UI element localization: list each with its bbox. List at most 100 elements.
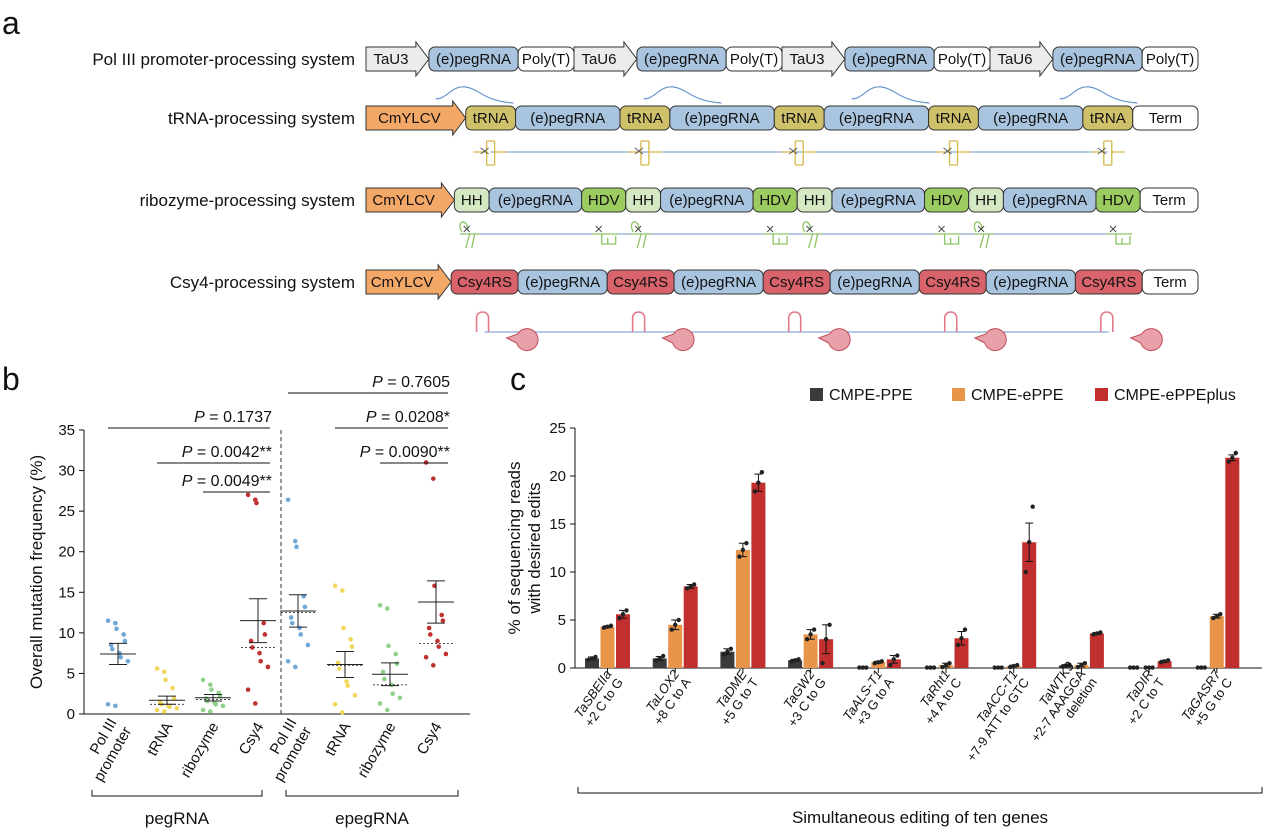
scissors-icon [1097,147,1107,155]
data-point [114,626,119,632]
replicate-point [685,586,690,591]
panel-letter-b: b [2,361,20,397]
data-point [208,709,213,714]
p-value-text: = 0.0208* [377,409,450,426]
bar [683,586,698,668]
category-label-line: tRNA [322,720,355,760]
y-tick-label: 20 [549,468,566,485]
segment-label: Csy4RS [769,274,824,291]
data-point [340,710,345,715]
category-label: ribozyme [354,720,399,781]
p-value-symbol: P [360,444,371,461]
legend-swatch [810,388,823,401]
pegrna-transcript-line [1059,86,1138,104]
segment-label: CmYLCV [378,110,441,127]
p-value-symbol: P [194,409,205,426]
system-label: Csy4-processing system [170,273,355,292]
segment-label: Poly(T) [938,51,986,68]
replicate-point [589,656,595,661]
replicate-point [823,637,829,642]
y-axis-title-line: with desired edits [525,482,544,614]
replicate-point [1082,661,1088,666]
data-point [254,500,259,506]
replicate-point [962,627,968,632]
replicate-point [1233,450,1239,456]
term-segment [1141,269,1199,295]
segment-label: HH [632,192,654,209]
segment-label: TaU3 [373,51,408,68]
panel-c-edited-reads-chart: 0 5 10 15 20 25 % of sequencing readswith desi… [505,387,1263,827]
replicate-point [620,612,626,617]
bar [1089,633,1104,668]
data-point [298,632,304,637]
data-point [257,650,262,656]
data-point [377,602,383,608]
csy4-hairpin-icon [787,311,851,352]
replicate-point [860,665,865,670]
y-tick-label: 15 [549,516,566,533]
data-point [397,695,403,701]
bar [616,614,630,668]
data-point [385,707,390,713]
data-point [435,638,440,644]
replicate-point [888,662,893,668]
legend-label: CMPE-ePPEplus [1114,387,1236,404]
csy4-hairpin-icon [1100,311,1163,352]
scissors-icon [595,225,603,233]
segment-label: HDV [588,192,620,209]
scissors-icon [1109,225,1117,233]
replicate-point [959,636,964,641]
data-point [105,701,111,707]
segment-label: tRNA [936,110,972,127]
trna-cloverleaf-icon [782,140,817,166]
segment-label: (e)pegRNA [1012,192,1087,209]
data-point [345,683,351,688]
data-point [110,646,115,652]
y-tick-label: 15 [58,584,75,601]
segment-label: (e)pegRNA [685,110,760,127]
bar [751,482,766,668]
p-value-text: = 0.0049** [192,473,272,490]
data-point [436,644,442,649]
p-value-label: P = 0.7605 [372,374,450,391]
promoter-segment [989,40,1054,78]
bar [788,660,803,668]
segment-label: HDV [1102,192,1134,209]
y-tick-label: 20 [58,544,75,561]
group-label-epegrna: epegRNA [335,809,409,828]
term-segment [1139,187,1199,213]
csy4-enzyme-icon [661,328,695,352]
trna-cloverleaf-icon [936,140,971,166]
segment-label: (e)pegRNA [852,51,927,68]
replicate-point [1063,663,1069,668]
cmylcv-segment [365,263,452,301]
replicate-point [1199,665,1204,670]
hdv-ribozyme-icon [591,225,618,245]
panel-b-mutation-frequency-chart: 0 5 10 15 20 25 30 35 Overall mutation frequency… [27,374,470,828]
data-point [423,460,429,465]
data-point [332,583,338,589]
data-point [332,701,338,707]
replicate-point [744,541,749,546]
replicate-point [1158,660,1164,665]
replicate-point [1030,504,1035,509]
scissors-icon [634,147,644,155]
segment-label: (e)pegRNA [436,51,511,68]
data-point [154,707,160,713]
segment-label: tRNA [1090,110,1126,127]
data-point [118,654,123,660]
replicate-point [804,637,810,642]
replicate-point [792,658,798,663]
data-point [377,701,383,706]
gene-edit-label: TaDME+5 G to T [706,667,761,728]
replicate-point [688,584,693,589]
segment-label: Csy4RS [925,274,980,291]
data-point [337,666,342,671]
segment-label: HH [804,192,826,209]
trna-cloverleaf-icon [473,140,508,166]
scissors-icon [977,225,985,233]
replicate-point [879,659,884,664]
segment-label: HH [461,192,483,209]
replicate-point [999,665,1004,670]
